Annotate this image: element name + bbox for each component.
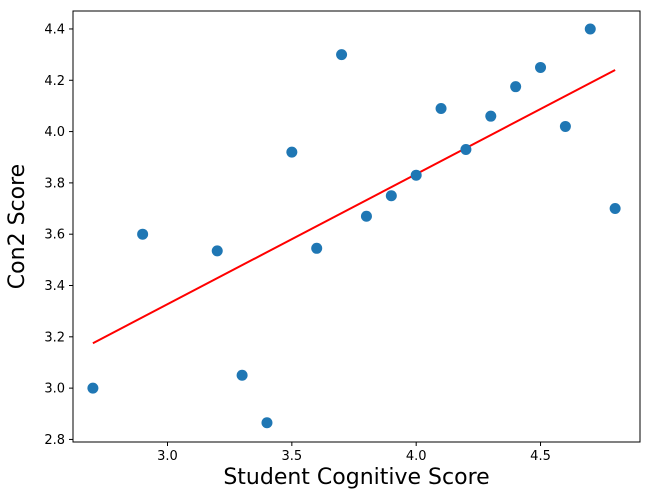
x-tick-label: 3.0 [157,449,178,464]
y-tick-label: 3.4 [44,279,65,294]
data-point [261,417,273,429]
regression-line-group [92,69,616,345]
y-axis-label: Con2 Score [5,164,30,289]
data-points [87,23,621,429]
y-tick-label: 2.8 [44,433,65,448]
y-tick-label: 3.2 [44,330,65,345]
data-point [584,23,596,35]
plot-area-frame [72,10,641,443]
data-point [286,146,298,158]
x-axis-ticks: 3.0 3.5 4.0 4.5 [157,442,551,464]
data-point [559,120,571,132]
regression-line [92,69,616,345]
x-axis-label: Student Cognitive Score [223,465,489,490]
data-point [485,110,497,122]
data-point [336,49,348,61]
y-tick-label: 4.2 [44,74,65,89]
y-tick-label: 4.4 [44,22,65,37]
x-tick-label: 3.5 [281,449,302,464]
y-tick-label: 3.8 [44,176,65,191]
data-point [435,102,447,114]
x-tick-label: 4.0 [406,449,427,464]
data-point [137,228,149,240]
data-point [609,203,621,215]
y-axis-ticks: 2.8 3.0 3.2 3.4 3.6 3.8 4.0 4.2 4.4 [44,22,73,448]
data-point [385,190,397,202]
data-point [535,61,547,73]
data-point [460,144,472,156]
y-tick-label: 3.0 [44,382,65,397]
data-point [510,81,522,93]
data-point [87,382,99,394]
x-tick-label: 4.5 [530,449,551,464]
data-point [311,242,323,254]
data-point [211,245,223,257]
data-point [410,169,422,181]
y-tick-label: 4.0 [44,125,65,140]
data-point [236,369,248,381]
y-tick-label: 3.6 [44,228,65,243]
data-point [360,210,372,222]
